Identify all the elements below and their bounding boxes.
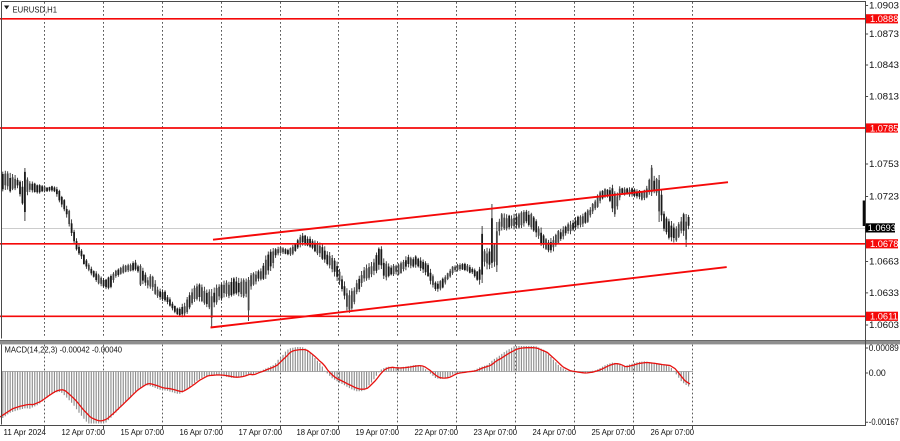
svg-text:1.0611: 1.0611 (870, 312, 898, 322)
svg-text:1.0785: 1.0785 (870, 123, 898, 133)
svg-text:-0.00167: -0.00167 (869, 417, 899, 427)
svg-text:1.0813: 1.0813 (869, 91, 899, 101)
svg-text:1.0603: 1.0603 (869, 320, 899, 330)
svg-text:25 Apr 07:00: 25 Apr 07:00 (592, 427, 636, 437)
svg-text:1.0678: 1.0678 (870, 239, 898, 249)
svg-text:22 Apr 07:00: 22 Apr 07:00 (415, 427, 459, 437)
svg-text:1.0888: 1.0888 (870, 14, 898, 24)
svg-text:MACD(14,22,3) -0.00042 -0.0004: MACD(14,22,3) -0.00042 -0.00040 (5, 344, 123, 354)
svg-text:19 Apr 07:00: 19 Apr 07:00 (356, 427, 400, 437)
svg-text:1.0663: 1.0663 (869, 256, 899, 266)
svg-text:1.0903: 1.0903 (869, 0, 899, 10)
svg-text:1.0723: 1.0723 (869, 191, 899, 201)
svg-text:1.0843: 1.0843 (869, 60, 899, 70)
svg-text:1.0873: 1.0873 (869, 29, 899, 39)
svg-text:26 Apr 07:00: 26 Apr 07:00 (651, 427, 695, 437)
svg-text:12 Apr 07:00: 12 Apr 07:00 (62, 427, 106, 437)
svg-text:EURUSD,H1: EURUSD,H1 (13, 5, 58, 15)
svg-text:15 Apr 07:00: 15 Apr 07:00 (121, 427, 165, 437)
svg-text:0.00: 0.00 (869, 368, 886, 378)
svg-text:17 Apr 07:00: 17 Apr 07:00 (239, 427, 283, 437)
svg-text:24 Apr 07:00: 24 Apr 07:00 (533, 427, 577, 437)
svg-text:0.00089: 0.00089 (869, 343, 899, 353)
svg-text:18 Apr 07:00: 18 Apr 07:00 (297, 427, 341, 437)
svg-text:23 Apr 07:00: 23 Apr 07:00 (474, 427, 518, 437)
svg-text:1.0753: 1.0753 (869, 159, 899, 169)
svg-text:1.0633: 1.0633 (869, 288, 899, 298)
svg-text:16 Apr 07:00: 16 Apr 07:00 (180, 427, 224, 437)
svg-text:1.0693: 1.0693 (868, 223, 896, 233)
svg-text:11 Apr 2024: 11 Apr 2024 (4, 427, 47, 437)
